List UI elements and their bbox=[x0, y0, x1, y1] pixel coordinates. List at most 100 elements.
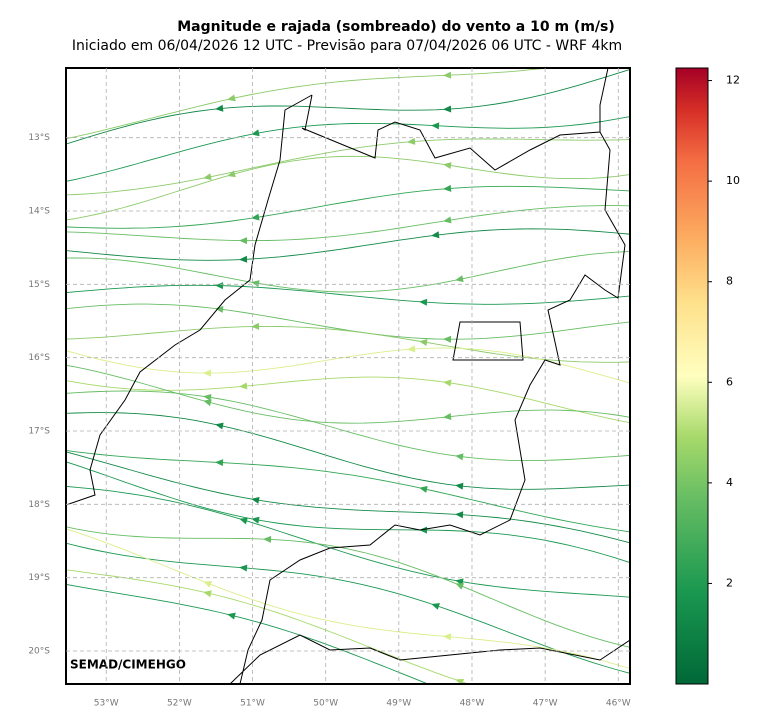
map-frame bbox=[65, 67, 631, 685]
x-tick-label: 50°W bbox=[313, 699, 338, 709]
y-tick-label: 17°S bbox=[28, 427, 50, 437]
streamline-arrow bbox=[431, 122, 440, 130]
y-tick-label: 16°S bbox=[28, 353, 50, 363]
streamline bbox=[66, 412, 630, 490]
streamline-arrow bbox=[251, 496, 260, 504]
credit: SEMAD/CIMEHGO bbox=[70, 658, 186, 672]
streamline-arrow bbox=[407, 137, 416, 145]
streamline bbox=[66, 526, 630, 648]
streamline bbox=[66, 155, 630, 221]
streamline bbox=[66, 450, 630, 533]
streamline-arrow bbox=[215, 422, 224, 430]
streamline-arrow bbox=[443, 71, 452, 79]
streamline-arrow bbox=[239, 517, 248, 525]
y-tick-label: 13°S bbox=[28, 133, 50, 143]
streamline bbox=[66, 325, 630, 363]
streamline-arrow bbox=[239, 382, 248, 390]
streamline-arrow bbox=[263, 535, 272, 543]
borders bbox=[66, 68, 630, 684]
streamline bbox=[66, 185, 630, 229]
x-tick-label: 48°W bbox=[460, 699, 485, 709]
streamline bbox=[66, 583, 430, 684]
streamline bbox=[66, 364, 630, 424]
streamline bbox=[66, 569, 470, 684]
colorbar bbox=[675, 67, 709, 685]
colorbar-tick-label: 12 bbox=[726, 74, 740, 87]
streamline-arrow bbox=[419, 339, 428, 346]
streamline-arrow bbox=[239, 237, 248, 245]
y-tick-label: 18°S bbox=[28, 500, 50, 510]
streamline bbox=[66, 542, 630, 674]
x-tick-label: 51°W bbox=[240, 699, 265, 709]
streamline bbox=[66, 451, 630, 544]
streamline-arrow bbox=[455, 511, 464, 519]
streamline-arrow bbox=[443, 184, 452, 192]
x-tick-label: 47°W bbox=[533, 699, 558, 709]
streamline-arrow bbox=[455, 482, 464, 490]
streamline-arrow bbox=[455, 583, 465, 590]
colorbar-tick-label: 4 bbox=[726, 476, 733, 489]
streamline-arrow bbox=[215, 282, 224, 290]
streamline-arrow bbox=[407, 345, 416, 353]
streamline-arrow bbox=[203, 393, 212, 401]
streamline bbox=[66, 376, 630, 424]
colorbar-tick-label: 10 bbox=[726, 174, 740, 187]
streamline-arrow bbox=[443, 105, 452, 113]
streamline-arrow bbox=[251, 516, 260, 524]
streamline-arrow bbox=[239, 564, 248, 572]
subtitle: Iniciado em 06/04/2026 12 UTC - Previsão… bbox=[72, 38, 622, 54]
streamline bbox=[66, 205, 630, 242]
streamline bbox=[66, 228, 630, 261]
streamline-arrow bbox=[419, 485, 428, 493]
map-area bbox=[66, 68, 630, 684]
streamline-arrow bbox=[227, 170, 236, 178]
streamline-arrow bbox=[251, 129, 260, 137]
streamline-arrow bbox=[227, 612, 236, 620]
streamline bbox=[66, 138, 630, 196]
streamline bbox=[66, 485, 630, 598]
streamline-arrow bbox=[215, 305, 224, 313]
df-border bbox=[452, 321, 524, 361]
streamline-arrow bbox=[227, 94, 236, 102]
streamline bbox=[66, 251, 630, 293]
streamline-arrow bbox=[251, 322, 260, 330]
streamline-arrow bbox=[419, 298, 428, 306]
x-tick-label: 53°W bbox=[94, 699, 119, 709]
streamline bbox=[66, 284, 630, 305]
streamline-arrow bbox=[455, 453, 464, 461]
streamline-arrow bbox=[431, 603, 440, 610]
colorbar-tick-label: 6 bbox=[726, 375, 733, 388]
streamline-arrow bbox=[443, 216, 452, 224]
streamline-arrow bbox=[443, 335, 452, 343]
y-tick-label: 15°S bbox=[28, 280, 50, 290]
streamline-arrow bbox=[443, 413, 452, 421]
streamline bbox=[66, 68, 630, 145]
colorbar-tick-label: 8 bbox=[726, 275, 733, 288]
streamline bbox=[66, 68, 551, 140]
streamline-arrow bbox=[203, 173, 212, 181]
streamline-arrow bbox=[443, 633, 452, 641]
streamline bbox=[66, 528, 630, 670]
streamline bbox=[66, 390, 630, 462]
streamline-arrow bbox=[431, 231, 440, 239]
streamline-arrow bbox=[203, 581, 213, 588]
x-tick-label: 52°W bbox=[167, 699, 192, 709]
streamline-arrow bbox=[443, 379, 452, 387]
streamline bbox=[66, 461, 630, 564]
streamline-arrow bbox=[215, 459, 224, 467]
streamline-arrow bbox=[203, 590, 212, 598]
streamline-arrow bbox=[251, 213, 260, 221]
colorbar-tick-label: 2 bbox=[726, 576, 733, 589]
streamline-arrow bbox=[215, 104, 224, 112]
y-tick-label: 14°S bbox=[28, 207, 50, 217]
title: Magnitude e rajada (sombreado) do vento … bbox=[177, 19, 615, 35]
streamline-arrow bbox=[239, 255, 248, 263]
y-tick-label: 20°S bbox=[28, 647, 50, 657]
streamline-arrow bbox=[455, 275, 464, 283]
streamline-arrow bbox=[203, 399, 212, 407]
streamline-arrow bbox=[443, 162, 452, 169]
streamline bbox=[66, 347, 630, 384]
x-tick-label: 46°W bbox=[606, 699, 631, 709]
x-tick-label: 49°W bbox=[386, 699, 411, 709]
